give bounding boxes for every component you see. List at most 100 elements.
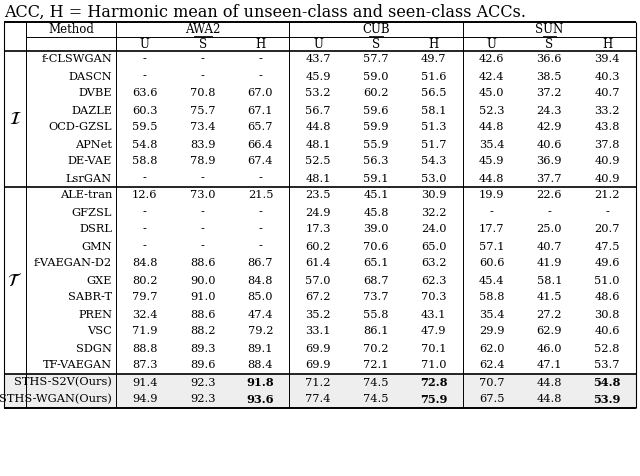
Text: 94.9: 94.9 bbox=[132, 395, 157, 405]
Text: 21.5: 21.5 bbox=[248, 190, 273, 200]
Text: 51.3: 51.3 bbox=[421, 122, 447, 132]
Text: $\mathcal{T}$: $\mathcal{T}$ bbox=[8, 271, 22, 289]
Text: 45.1: 45.1 bbox=[364, 190, 388, 200]
Text: 66.4: 66.4 bbox=[248, 139, 273, 149]
Text: DASCN: DASCN bbox=[68, 71, 112, 81]
Text: 62.4: 62.4 bbox=[479, 360, 504, 370]
Text: 70.2: 70.2 bbox=[364, 344, 388, 354]
Text: 57.1: 57.1 bbox=[479, 241, 504, 251]
Text: 35.2: 35.2 bbox=[305, 309, 331, 319]
Text: 23.5: 23.5 bbox=[305, 190, 331, 200]
Bar bbox=[4, 374, 636, 408]
Text: 29.9: 29.9 bbox=[479, 327, 504, 337]
Text: SABR-T: SABR-T bbox=[68, 292, 112, 303]
Text: H: H bbox=[429, 38, 439, 50]
Text: 89.6: 89.6 bbox=[190, 360, 216, 370]
Text: 59.6: 59.6 bbox=[364, 106, 388, 116]
Text: 70.3: 70.3 bbox=[421, 292, 447, 303]
Text: 67.2: 67.2 bbox=[305, 292, 331, 303]
Text: 47.5: 47.5 bbox=[595, 241, 620, 251]
Text: 52.3: 52.3 bbox=[479, 106, 504, 116]
Text: 59.0: 59.0 bbox=[364, 71, 388, 81]
Text: 90.0: 90.0 bbox=[190, 276, 216, 286]
Text: U: U bbox=[314, 38, 323, 50]
Text: 74.5: 74.5 bbox=[364, 395, 388, 405]
Text: 56.3: 56.3 bbox=[364, 157, 388, 167]
Text: 71.9: 71.9 bbox=[132, 327, 157, 337]
Text: 84.8: 84.8 bbox=[248, 276, 273, 286]
Text: 85.0: 85.0 bbox=[248, 292, 273, 303]
Text: 60.6: 60.6 bbox=[479, 258, 504, 268]
Text: 51.0: 51.0 bbox=[595, 276, 620, 286]
Text: ACC, H = Harmonic mean of unseen-class and seen-class ACCs.: ACC, H = Harmonic mean of unseen-class a… bbox=[4, 4, 526, 21]
Text: 65.0: 65.0 bbox=[421, 241, 447, 251]
Text: 43.1: 43.1 bbox=[421, 309, 447, 319]
Text: 69.9: 69.9 bbox=[305, 360, 331, 370]
Text: S: S bbox=[545, 38, 554, 50]
Text: 68.7: 68.7 bbox=[364, 276, 388, 286]
Text: STHS-S2V(Ours): STHS-S2V(Ours) bbox=[14, 377, 112, 387]
Text: 42.4: 42.4 bbox=[479, 71, 504, 81]
Text: 40.9: 40.9 bbox=[595, 157, 620, 167]
Text: 60.2: 60.2 bbox=[364, 89, 388, 99]
Text: DSRL: DSRL bbox=[79, 225, 112, 235]
Text: 88.8: 88.8 bbox=[132, 344, 157, 354]
Text: 91.4: 91.4 bbox=[132, 377, 157, 387]
Text: 53.7: 53.7 bbox=[595, 360, 620, 370]
Text: 48.6: 48.6 bbox=[595, 292, 620, 303]
Text: -: - bbox=[259, 241, 262, 251]
Text: 25.0: 25.0 bbox=[536, 225, 562, 235]
Text: OCD-GZSL: OCD-GZSL bbox=[49, 122, 112, 132]
Text: 46.0: 46.0 bbox=[536, 344, 562, 354]
Text: 22.6: 22.6 bbox=[536, 190, 562, 200]
Text: 48.1: 48.1 bbox=[305, 139, 331, 149]
Text: -: - bbox=[143, 225, 147, 235]
Text: GFZSL: GFZSL bbox=[72, 208, 112, 218]
Text: H: H bbox=[602, 38, 612, 50]
Text: 58.1: 58.1 bbox=[421, 106, 447, 116]
Text: 69.9: 69.9 bbox=[305, 344, 331, 354]
Text: DVBE: DVBE bbox=[79, 89, 112, 99]
Text: AWA2: AWA2 bbox=[185, 23, 220, 36]
Text: 88.2: 88.2 bbox=[190, 327, 216, 337]
Text: 89.3: 89.3 bbox=[190, 344, 216, 354]
Text: 35.4: 35.4 bbox=[479, 309, 504, 319]
Text: 45.9: 45.9 bbox=[479, 157, 504, 167]
Text: 73.7: 73.7 bbox=[364, 292, 388, 303]
Text: 63.6: 63.6 bbox=[132, 89, 157, 99]
Text: 53.0: 53.0 bbox=[421, 173, 447, 184]
Text: 47.1: 47.1 bbox=[536, 360, 562, 370]
Text: 54.8: 54.8 bbox=[132, 139, 157, 149]
Text: 71.2: 71.2 bbox=[305, 377, 331, 387]
Text: 30.9: 30.9 bbox=[421, 190, 447, 200]
Text: -: - bbox=[143, 208, 147, 218]
Text: 88.4: 88.4 bbox=[248, 360, 273, 370]
Text: 87.3: 87.3 bbox=[132, 360, 157, 370]
Text: 54.8: 54.8 bbox=[593, 377, 621, 388]
Text: 20.7: 20.7 bbox=[595, 225, 620, 235]
Text: 30.8: 30.8 bbox=[595, 309, 620, 319]
Text: 70.7: 70.7 bbox=[479, 377, 504, 387]
Text: 44.8: 44.8 bbox=[479, 122, 504, 132]
Text: 71.0: 71.0 bbox=[421, 360, 447, 370]
Text: 45.4: 45.4 bbox=[479, 276, 504, 286]
Text: 52.5: 52.5 bbox=[305, 157, 331, 167]
Text: 92.3: 92.3 bbox=[190, 377, 216, 387]
Text: 44.8: 44.8 bbox=[479, 173, 504, 184]
Text: -: - bbox=[143, 173, 147, 184]
Text: 93.6: 93.6 bbox=[246, 394, 274, 405]
Text: 49.7: 49.7 bbox=[421, 54, 447, 65]
Text: -: - bbox=[490, 208, 493, 218]
Text: H: H bbox=[255, 38, 266, 50]
Text: 41.9: 41.9 bbox=[536, 258, 562, 268]
Text: U: U bbox=[140, 38, 150, 50]
Text: 40.7: 40.7 bbox=[595, 89, 620, 99]
Text: 91.0: 91.0 bbox=[190, 292, 216, 303]
Text: 40.6: 40.6 bbox=[595, 327, 620, 337]
Text: 24.9: 24.9 bbox=[305, 208, 331, 218]
Text: 42.6: 42.6 bbox=[479, 54, 504, 65]
Text: 86.1: 86.1 bbox=[364, 327, 388, 337]
Text: 75.9: 75.9 bbox=[420, 394, 447, 405]
Text: APNet: APNet bbox=[75, 139, 112, 149]
Text: 44.8: 44.8 bbox=[536, 395, 562, 405]
